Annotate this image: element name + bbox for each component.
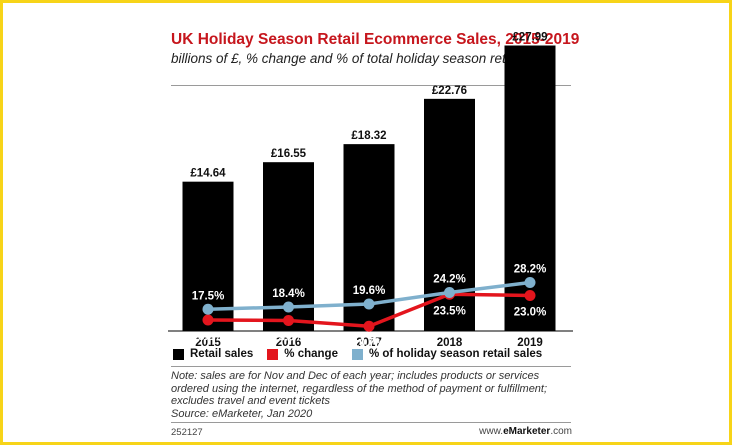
legend-swatch-share [351,348,363,360]
share-point-2015 [202,303,214,315]
share-label-2019: 28.2% [514,264,547,276]
legend-label-change: % change [284,348,338,360]
legend-swatch-change [267,348,279,360]
chart-title: UK Holiday Season Retail Ecommerce Sales… [171,31,580,48]
x-tick-label-2015: 2015 [195,337,221,349]
change-label-2016: 13.0% [272,332,305,344]
change-point-2015 [202,314,214,326]
chart-card: UK Holiday Season Retail Ecommerce Sales… [168,23,580,438]
share-point-2018 [444,287,455,298]
chart-id: 252127 [171,427,203,438]
footer-divider [171,422,571,423]
chart-legend: Retail sales % change % of holiday seaso… [173,347,556,361]
bar-2019 [504,45,556,331]
share-label-2016: 18.4% [272,288,305,300]
share-point-2019 [524,277,536,288]
note-text: Note: sales are for Nov and Dec of each … [171,370,548,407]
brand-prefix: www. [479,426,504,437]
chart-plot: £14.64 £16.55 £18.32 £22.76 £27.99 2015 2016 20… [168,32,573,349]
change-label-2018: 23.5% [433,305,466,317]
bar-label-2016: £16.55 [271,148,307,160]
share-label-2018: 24.2% [433,274,466,286]
bar-label-2017: £18.32 [351,130,386,142]
change-point-2017 [363,320,375,332]
legend-item-retail-sales: Retail sales [173,348,253,360]
share-label-2015: 17.5% [192,290,225,302]
change-label-2017: 10.7% [353,337,386,349]
bar-label-2018: £22.76 [432,85,467,97]
share-point-2016 [283,301,294,313]
source-text: Source: eMarketer, Jan 2020 [171,407,313,420]
change-point-2016 [283,315,294,326]
bottom-divider [171,366,571,367]
x-tick-label-2017: 2017 [356,337,382,349]
change-label-2019: 23.0% [514,307,547,319]
top-divider [171,85,571,86]
share-label-2017: 19.6% [353,285,386,297]
chart-note: Note: sales are for Nov and Dec of each … [171,370,571,420]
x-tick-label-2019: 2019 [517,337,543,349]
brand-logo: www.eMarketer.com [479,426,572,437]
x-tick-label-2018: 2018 [437,337,463,349]
legend-label-retail-sales: Retail sales [190,348,254,360]
legend-swatch-retail-sales [173,348,184,360]
brand-suffix: .com [550,426,572,437]
legend-item-change: % change [267,348,338,360]
bar-label-2019: £27.99 [512,32,547,44]
x-tick-label-2016: 2016 [276,337,302,349]
change-point-2019 [524,290,536,301]
legend-label-share: % of holiday season retail sales [368,348,543,360]
brand-name: eMarketer [503,426,551,437]
share-point-2017 [363,298,375,310]
legend-item-share: % of holiday season retail sales [351,348,543,360]
chart-subtitle: billions of £, % change and % of total h… [171,51,555,66]
bar-label-2015: £14.64 [190,168,226,180]
change-label-2015: 13.2% [192,331,225,343]
